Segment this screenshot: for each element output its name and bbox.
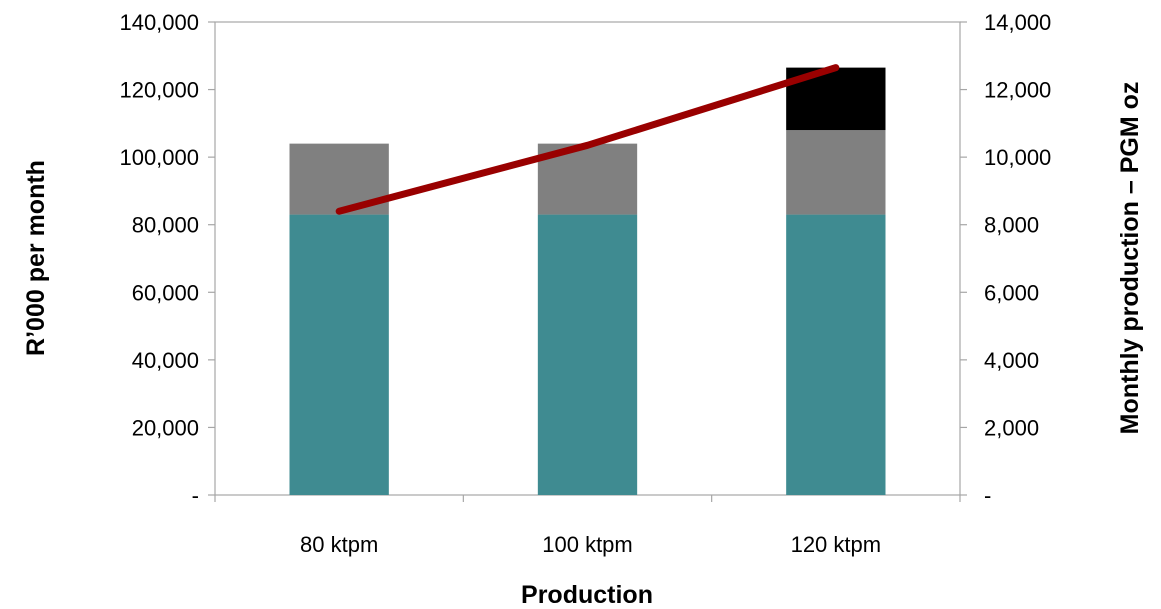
y2-tick-label: 4,000 — [984, 348, 1039, 373]
line-layer — [335, 64, 840, 215]
y-tick-label: - — [192, 483, 199, 508]
y2-tick-label: 8,000 — [984, 213, 1039, 238]
bar-2-segment-1 — [537, 214, 638, 496]
y2-tick-label: 10,000 — [984, 145, 1051, 170]
bars-layer — [289, 67, 886, 496]
y-tick-label: 60,000 — [132, 280, 199, 305]
y-axis-title: R’000 per month — [22, 160, 50, 356]
y2-tick-label: 12,000 — [984, 78, 1051, 103]
labels-layer: - - 20,000 2,000 40,000 4,000 60,000 6,000 80,00… — [119, 10, 1051, 557]
bar-3-segment-1 — [786, 214, 886, 496]
y-tick-label: 40,000 — [132, 348, 199, 373]
y-tick-label: 140,000 — [119, 10, 199, 35]
y2-tick-label: 2,000 — [984, 415, 1039, 440]
x-axis-title: Production — [521, 581, 653, 609]
y-tick-label: 80,000 — [132, 213, 199, 238]
x-tick-label: 80 ktpm — [300, 532, 378, 557]
bar-3-segment-2 — [786, 130, 886, 215]
y-tick-label: 100,000 — [119, 145, 199, 170]
y2-axis-title: Monthly production – PGM oz — [1116, 82, 1144, 435]
x-tick-label: 100 ktpm — [542, 532, 633, 557]
y2-tick-label: - — [984, 483, 991, 508]
axes-layer — [208, 21, 967, 502]
y-tick-label: 20,000 — [132, 415, 199, 440]
bar-1-segment-1 — [289, 214, 389, 496]
x-tick-label: 120 ktpm — [791, 532, 882, 557]
y2-tick-label: 6,000 — [984, 280, 1039, 305]
y-tick-label: 120,000 — [119, 78, 199, 103]
y2-tick-label: 14,000 — [984, 10, 1051, 35]
line-series-1 — [335, 64, 840, 215]
